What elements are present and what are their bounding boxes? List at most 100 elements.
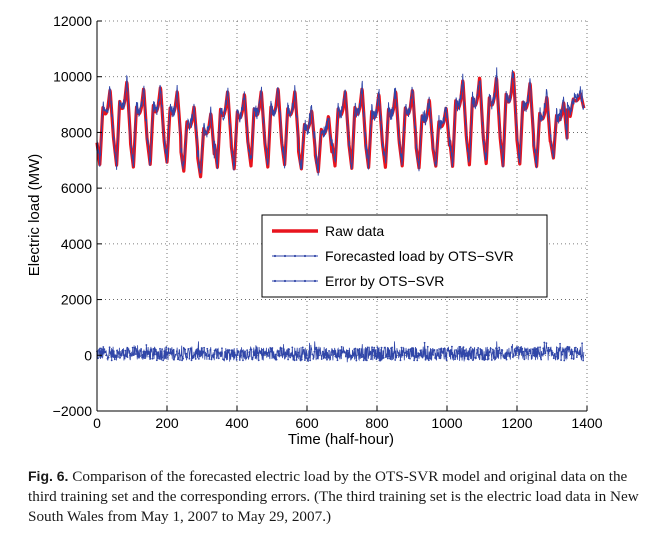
error-marker (287, 358, 289, 361)
error-marker (575, 356, 578, 359)
legend-marker (283, 254, 287, 258)
error-marker (559, 342, 561, 345)
error-marker (518, 349, 520, 351)
error-marker (543, 341, 546, 344)
error-marker (315, 346, 318, 349)
error-marker (210, 358, 213, 361)
error-marker (308, 356, 310, 359)
error-marker (416, 359, 419, 362)
error-marker (183, 347, 186, 350)
error-marker (112, 350, 115, 353)
y-tick-label: 6000 (61, 180, 92, 196)
error-marker (280, 347, 283, 350)
error-marker (316, 357, 319, 360)
error-marker (363, 357, 366, 360)
y-tick-label: 4000 (61, 236, 92, 252)
error-marker (477, 347, 480, 349)
legend-marker (283, 279, 287, 283)
error-marker (373, 346, 376, 349)
error-marker (207, 355, 210, 358)
error-marker (319, 352, 322, 354)
error-marker (367, 346, 369, 349)
error-marker (501, 349, 504, 351)
error-marker (128, 350, 131, 352)
error-marker (487, 357, 490, 360)
error-marker (385, 355, 388, 358)
error-marker (440, 347, 443, 350)
error-marker (305, 357, 307, 360)
error-marker (147, 353, 150, 355)
error-marker (150, 348, 153, 351)
error-marker (573, 350, 576, 353)
error-marker (175, 350, 178, 353)
error-marker (241, 350, 243, 353)
error-marker (532, 354, 535, 357)
error-marker (253, 354, 256, 357)
error-marker (386, 357, 389, 360)
x-tick-label: 200 (155, 415, 179, 431)
error-marker (370, 358, 372, 361)
error-marker (332, 349, 335, 352)
error-marker (323, 352, 326, 355)
error-marker (309, 359, 312, 362)
error-marker (548, 350, 551, 353)
error-marker (374, 349, 377, 351)
error-marker (190, 359, 193, 362)
error-marker (551, 351, 554, 354)
error-marker (248, 351, 251, 353)
error-marker (209, 348, 212, 351)
error-marker (484, 358, 487, 361)
error-marker (361, 356, 364, 358)
error-marker (340, 345, 343, 348)
y-tick-label: 12000 (53, 13, 92, 29)
error-marker (236, 354, 239, 357)
error-marker (208, 358, 211, 360)
error-marker (141, 356, 144, 359)
legend-marker (273, 254, 277, 258)
error-marker (568, 346, 571, 349)
error-marker (262, 348, 264, 351)
x-axis-label: Time (half-hour) (288, 431, 394, 448)
y-tick-label: 8000 (61, 124, 92, 140)
error-marker (132, 354, 135, 356)
error-marker (444, 355, 447, 358)
error-marker (162, 359, 165, 362)
error-marker (569, 353, 572, 356)
error-marker (113, 358, 116, 361)
error-marker (269, 347, 272, 349)
error-marker (538, 352, 540, 355)
error-marker (179, 359, 181, 361)
error-marker (359, 354, 362, 357)
error-marker (376, 346, 379, 349)
error-marker (115, 356, 117, 359)
error-marker (398, 354, 401, 357)
legend-marker (293, 279, 297, 283)
error-marker (350, 354, 352, 357)
error-marker (252, 351, 255, 353)
error-marker (270, 350, 273, 353)
error-marker (449, 349, 452, 351)
error-marker (137, 355, 139, 358)
error-marker (424, 358, 427, 361)
error-marker (396, 350, 399, 353)
y-axis-label: Electric load (MW) (26, 154, 43, 277)
error-marker (561, 353, 564, 356)
error-marker (224, 351, 227, 354)
error-marker (197, 357, 200, 360)
legend-marker (303, 279, 307, 283)
error-marker (211, 354, 214, 357)
error-marker (136, 350, 138, 353)
error-marker (558, 347, 560, 350)
error-marker (459, 346, 462, 348)
error-marker (159, 347, 161, 350)
error-marker (544, 352, 547, 355)
error-marker (400, 346, 403, 349)
error-marker (244, 350, 246, 353)
error-marker (124, 349, 127, 352)
error-marker (186, 356, 189, 359)
error-marker (268, 351, 271, 354)
error-marker (178, 352, 180, 355)
error-marker (491, 348, 494, 351)
error-marker (372, 348, 375, 351)
figure-caption: Fig. 6. Comparison of the forecasted ele… (28, 466, 648, 527)
